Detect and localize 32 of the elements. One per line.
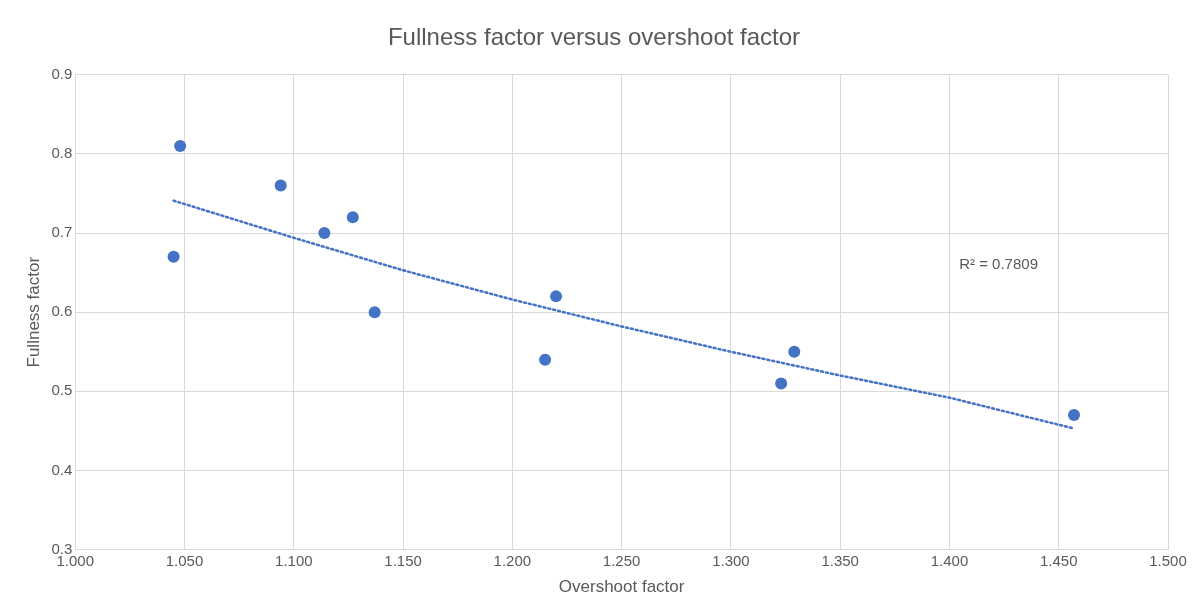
y-tick-label: 0.4 xyxy=(51,460,73,478)
y-axis-title: Fullness factor xyxy=(23,256,43,368)
x-tick-label: 1.050 xyxy=(165,551,204,569)
x-tick-label: 1.200 xyxy=(493,551,532,569)
point xyxy=(788,345,801,358)
y-tick-label: 0.5 xyxy=(51,381,73,399)
chart-title: Fullness factor versus overshoot factor xyxy=(387,23,801,51)
point xyxy=(368,306,381,319)
point xyxy=(318,227,331,240)
x-tick-label: 1.350 xyxy=(821,551,859,569)
point xyxy=(550,290,563,303)
y-tick-label: 0.9 xyxy=(51,64,73,82)
point xyxy=(174,140,187,153)
point xyxy=(167,250,180,263)
line-series xyxy=(172,199,1076,430)
x-tick-label: 1.450 xyxy=(1039,551,1078,569)
x-tick-label: 1.400 xyxy=(930,551,969,569)
x-axis-title: Overshoot factor xyxy=(558,577,685,597)
y-tick-label: 0.8 xyxy=(51,144,73,162)
x-tick-label: 1.500 xyxy=(1149,551,1187,569)
point xyxy=(274,179,287,192)
y-tick-label: 0.6 xyxy=(51,302,73,320)
x-tick-label: 1.100 xyxy=(275,551,313,569)
x-tick-label: 1.250 xyxy=(602,551,641,569)
y-tick-label: 0.7 xyxy=(51,223,73,241)
point xyxy=(775,377,788,390)
point xyxy=(539,353,552,366)
point xyxy=(1068,409,1081,422)
annotation: R² = 0.7809 xyxy=(959,254,1038,272)
x-tick-label: 1.150 xyxy=(384,551,422,569)
point xyxy=(346,211,359,224)
x-tick-label: 1.300 xyxy=(712,551,750,569)
